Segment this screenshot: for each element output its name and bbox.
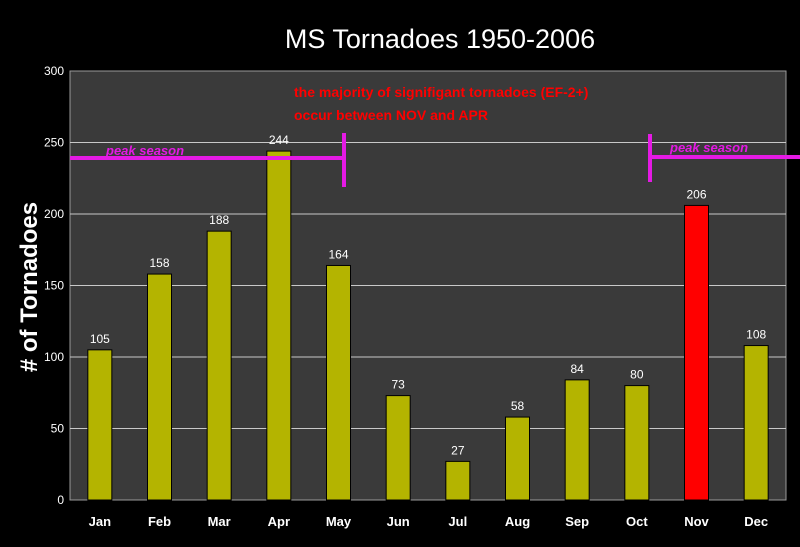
- data-label: 80: [630, 368, 644, 382]
- bar-apr: [266, 150, 292, 501]
- y-tick-label: 100: [44, 350, 64, 364]
- chart-title: MS Tornadoes 1950-2006: [285, 24, 595, 54]
- bars: [87, 150, 769, 501]
- data-label: 188: [209, 213, 229, 227]
- data-label: 27: [451, 443, 465, 457]
- bar-sep: [564, 379, 590, 501]
- bar-jul: [445, 460, 471, 501]
- y-tick-label: 300: [44, 64, 64, 78]
- x-tick-label: Apr: [268, 514, 290, 529]
- data-label: 158: [149, 256, 169, 270]
- data-label: 105: [90, 332, 110, 346]
- data-label: 108: [746, 328, 766, 342]
- plot-area: 0 50 100 150 200 250 300 105 158 188 244 164 73 27 58…: [44, 64, 787, 529]
- bar-dec: [743, 345, 769, 501]
- x-tick-label: May: [326, 514, 352, 529]
- x-tick-label: Nov: [684, 514, 709, 529]
- y-tick-label: 250: [44, 136, 64, 150]
- x-tick-label: Oct: [626, 514, 648, 529]
- data-labels: 105 158 188 244 164 73 27 58 84 80 206 108: [90, 133, 767, 457]
- peak-season-left-label: peak season: [105, 143, 184, 158]
- x-tick-label: Aug: [505, 514, 530, 529]
- data-label: 206: [686, 187, 706, 201]
- x-tick-label: Jan: [89, 514, 111, 529]
- annotation-note-line2: occur between NOV and APR: [294, 107, 488, 123]
- bar-feb: [147, 273, 172, 501]
- x-tick-label: Jun: [387, 514, 410, 529]
- bar-oct: [624, 385, 650, 501]
- bar-jan: [87, 349, 113, 501]
- gridlines: [70, 142, 786, 429]
- annotations: the majority of signifigant tornadoes (E…: [70, 84, 800, 187]
- y-tick-label: 150: [44, 279, 64, 293]
- bar-nov: [684, 204, 709, 501]
- data-label: 84: [570, 362, 584, 376]
- peak-season-right-label: peak season: [669, 140, 748, 155]
- data-label: 58: [511, 399, 525, 413]
- bar-may: [326, 264, 351, 501]
- x-tick-label: Sep: [565, 514, 589, 529]
- bar-jun: [385, 395, 411, 501]
- y-tick-label: 50: [51, 422, 65, 436]
- data-label: 73: [391, 378, 405, 392]
- y-tick-label: 0: [57, 493, 64, 507]
- data-label: 164: [328, 247, 348, 261]
- y-axis-label: # of Tornadoes: [16, 202, 43, 372]
- y-tick-label: 200: [44, 207, 64, 221]
- x-axis-ticks: Jan Feb Mar Apr May Jun Jul Aug Sep Oct Nov Dec: [89, 514, 768, 529]
- x-tick-label: Mar: [208, 514, 231, 529]
- x-tick-label: Jul: [448, 514, 467, 529]
- bar-aug: [505, 416, 530, 501]
- x-tick-label: Feb: [148, 514, 171, 529]
- y-axis-ticks: 0 50 100 150 200 250 300: [44, 64, 64, 507]
- annotation-note-line1: the majority of signifigant tornadoes (E…: [294, 84, 588, 100]
- bar-mar: [206, 230, 232, 501]
- data-label: 244: [269, 133, 289, 147]
- x-tick-label: Dec: [744, 514, 768, 529]
